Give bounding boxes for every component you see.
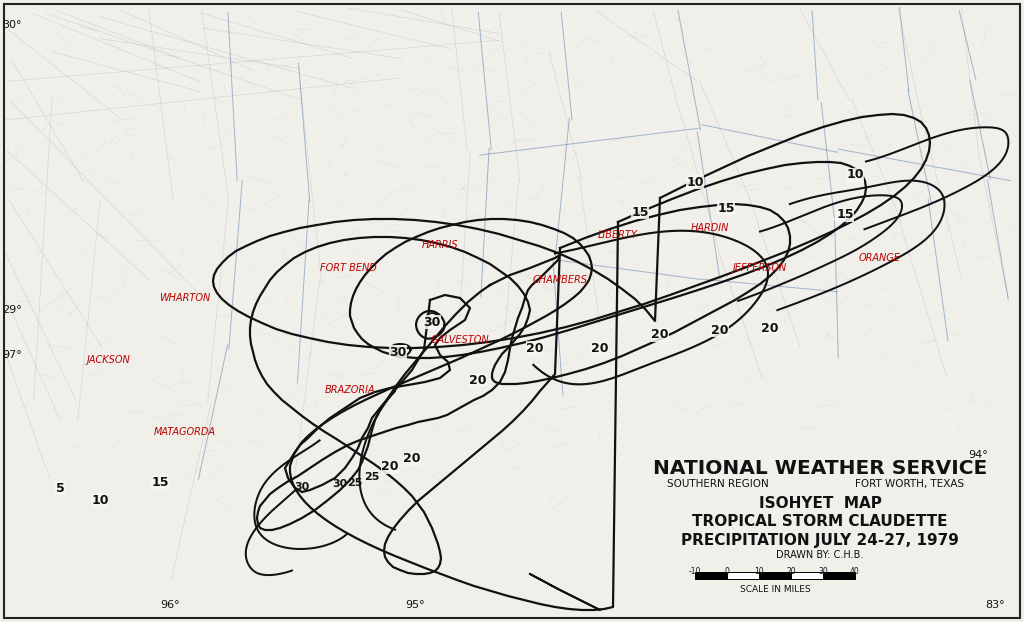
Text: 20: 20: [403, 452, 421, 465]
Text: 10: 10: [755, 567, 764, 575]
Text: GALVESTON: GALVESTON: [431, 335, 489, 345]
Text: 96°: 96°: [160, 600, 180, 610]
Text: TROPICAL STORM CLAUDETTE: TROPICAL STORM CLAUDETTE: [692, 514, 948, 529]
Text: FORT WORTH, TEXAS: FORT WORTH, TEXAS: [855, 479, 965, 489]
Text: SCALE IN MILES: SCALE IN MILES: [739, 585, 810, 593]
Text: BRAZORIA: BRAZORIA: [325, 385, 376, 395]
Text: LIBERTY: LIBERTY: [598, 230, 638, 240]
Text: 29°: 29°: [2, 305, 22, 315]
Text: 94°: 94°: [968, 450, 988, 460]
Text: 0: 0: [725, 567, 729, 575]
Bar: [759, 572, 791, 578]
Text: HARRIS: HARRIS: [422, 240, 459, 250]
Text: 20: 20: [786, 567, 796, 575]
Text: 30°: 30°: [2, 20, 22, 30]
Text: 30: 30: [818, 567, 827, 575]
Text: 30: 30: [333, 479, 347, 489]
Text: JACKSON: JACKSON: [86, 355, 130, 365]
Bar: [791, 572, 823, 578]
Bar: [695, 572, 727, 578]
Text: 15: 15: [717, 202, 735, 215]
Text: 40: 40: [850, 567, 860, 575]
Text: 10: 10: [91, 493, 109, 506]
Text: ISOHYET  MAP: ISOHYET MAP: [759, 496, 882, 511]
Text: 30: 30: [389, 345, 407, 358]
Text: 10: 10: [846, 169, 864, 182]
Text: 20: 20: [526, 341, 544, 355]
Text: 20: 20: [761, 322, 778, 335]
Text: 20: 20: [591, 341, 608, 355]
Text: -10: -10: [689, 567, 701, 575]
Text: 30: 30: [294, 482, 309, 492]
Bar: [823, 572, 855, 578]
Text: 20: 20: [469, 373, 486, 386]
Text: 15: 15: [631, 205, 649, 218]
Bar: [727, 572, 759, 578]
Text: 15: 15: [837, 208, 854, 221]
Text: 30: 30: [423, 315, 440, 328]
Text: 20: 20: [712, 323, 729, 337]
Text: 97°: 97°: [2, 350, 22, 360]
Text: 83°: 83°: [985, 600, 1005, 610]
Text: 5: 5: [55, 481, 65, 494]
Text: WHARTON: WHARTON: [160, 293, 211, 303]
Text: DRAWN BY: C.H.B.: DRAWN BY: C.H.B.: [776, 550, 863, 560]
Text: SOUTHERN REGION: SOUTHERN REGION: [667, 479, 769, 489]
Text: 20: 20: [381, 460, 398, 473]
Text: FORT BEND: FORT BEND: [319, 263, 377, 273]
Text: 95°: 95°: [406, 600, 425, 610]
Text: 10: 10: [686, 175, 703, 188]
Text: NATIONAL WEATHER SERVICE: NATIONAL WEATHER SERVICE: [653, 458, 987, 478]
Text: 20: 20: [651, 328, 669, 341]
Text: MATAGORDA: MATAGORDA: [154, 427, 216, 437]
Text: HARDIN: HARDIN: [691, 223, 729, 233]
Text: 25: 25: [347, 478, 362, 488]
Text: 25: 25: [365, 472, 380, 482]
Text: CHAMBERS: CHAMBERS: [532, 275, 588, 285]
Text: JEFFERSON: JEFFERSON: [733, 263, 787, 273]
Text: ORANGE: ORANGE: [859, 253, 901, 263]
Text: PRECIPITATION JULY 24-27, 1979: PRECIPITATION JULY 24-27, 1979: [681, 532, 958, 547]
Text: 15: 15: [152, 475, 169, 488]
